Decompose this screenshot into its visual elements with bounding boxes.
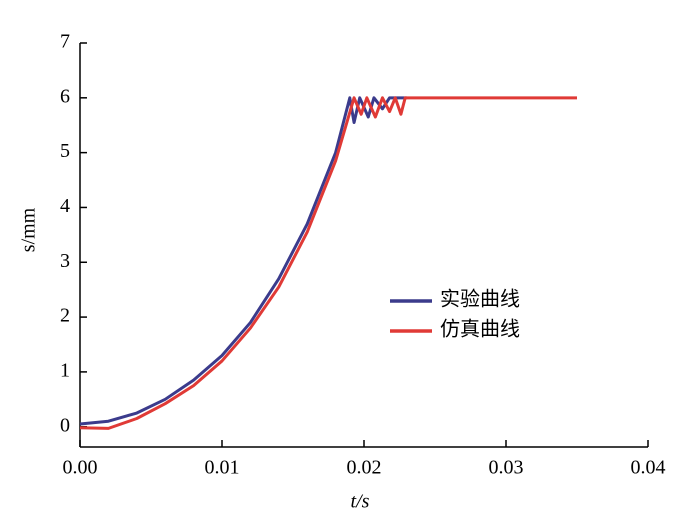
- x-tick-label: 0.00: [63, 457, 98, 479]
- y-tick-label: 3: [60, 250, 70, 272]
- x-tick-label: 0.01: [205, 457, 240, 479]
- y-tick-label: 0: [60, 414, 70, 436]
- y-tick-label: 6: [60, 85, 70, 107]
- y-tick-label: 2: [60, 305, 70, 327]
- x-axis-label: t/s: [351, 491, 370, 513]
- legend-label: 实验曲线: [440, 288, 520, 311]
- y-tick-label: 7: [60, 31, 70, 53]
- y-tick-label: 1: [60, 359, 70, 381]
- x-tick-label: 0.03: [489, 457, 524, 479]
- data-line: [79, 96, 577, 430]
- y-axis-label: s/mm: [18, 207, 40, 252]
- legend-label: 仿真曲线: [440, 318, 520, 341]
- data-line: [79, 96, 407, 426]
- y-tick-label: 5: [60, 140, 70, 162]
- y-tick-label: 4: [60, 195, 70, 217]
- x-tick-label: 0.04: [631, 457, 666, 479]
- x-tick-label: 0.02: [347, 457, 382, 479]
